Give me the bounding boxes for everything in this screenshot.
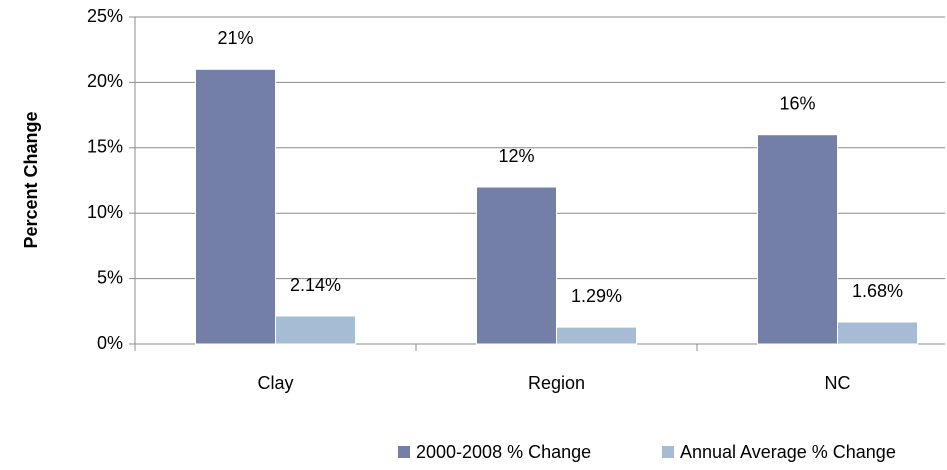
bar [556, 326, 637, 345]
x-tick-label: Clay [257, 373, 293, 393]
bar [757, 134, 838, 345]
bar [195, 68, 276, 345]
data-label: 21% [217, 28, 253, 48]
legend-label: 2000-2008 % Change [416, 442, 591, 462]
y-tick-label: 5% [97, 267, 123, 287]
legend-label: Annual Average % Change [680, 442, 896, 462]
y-tick-label: 20% [87, 71, 123, 91]
y-tick-label: 0% [97, 333, 123, 353]
bar [837, 321, 918, 345]
y-tick-label: 10% [87, 202, 123, 222]
bar [275, 315, 356, 345]
data-label: 12% [498, 146, 534, 166]
y-axis-label: Percent Change [21, 111, 41, 248]
x-tick-label: NC [825, 373, 851, 393]
data-label: 16% [779, 93, 815, 113]
data-label: 2.14% [290, 275, 341, 295]
x-tick-label: Region [528, 373, 585, 393]
bar [476, 186, 557, 345]
data-label: 1.29% [571, 286, 622, 306]
legend-swatch [662, 446, 674, 458]
data-label: 1.68% [852, 281, 903, 301]
legend-swatch [398, 446, 410, 458]
y-tick-label: 15% [87, 137, 123, 157]
y-tick-label: 25% [87, 6, 123, 26]
